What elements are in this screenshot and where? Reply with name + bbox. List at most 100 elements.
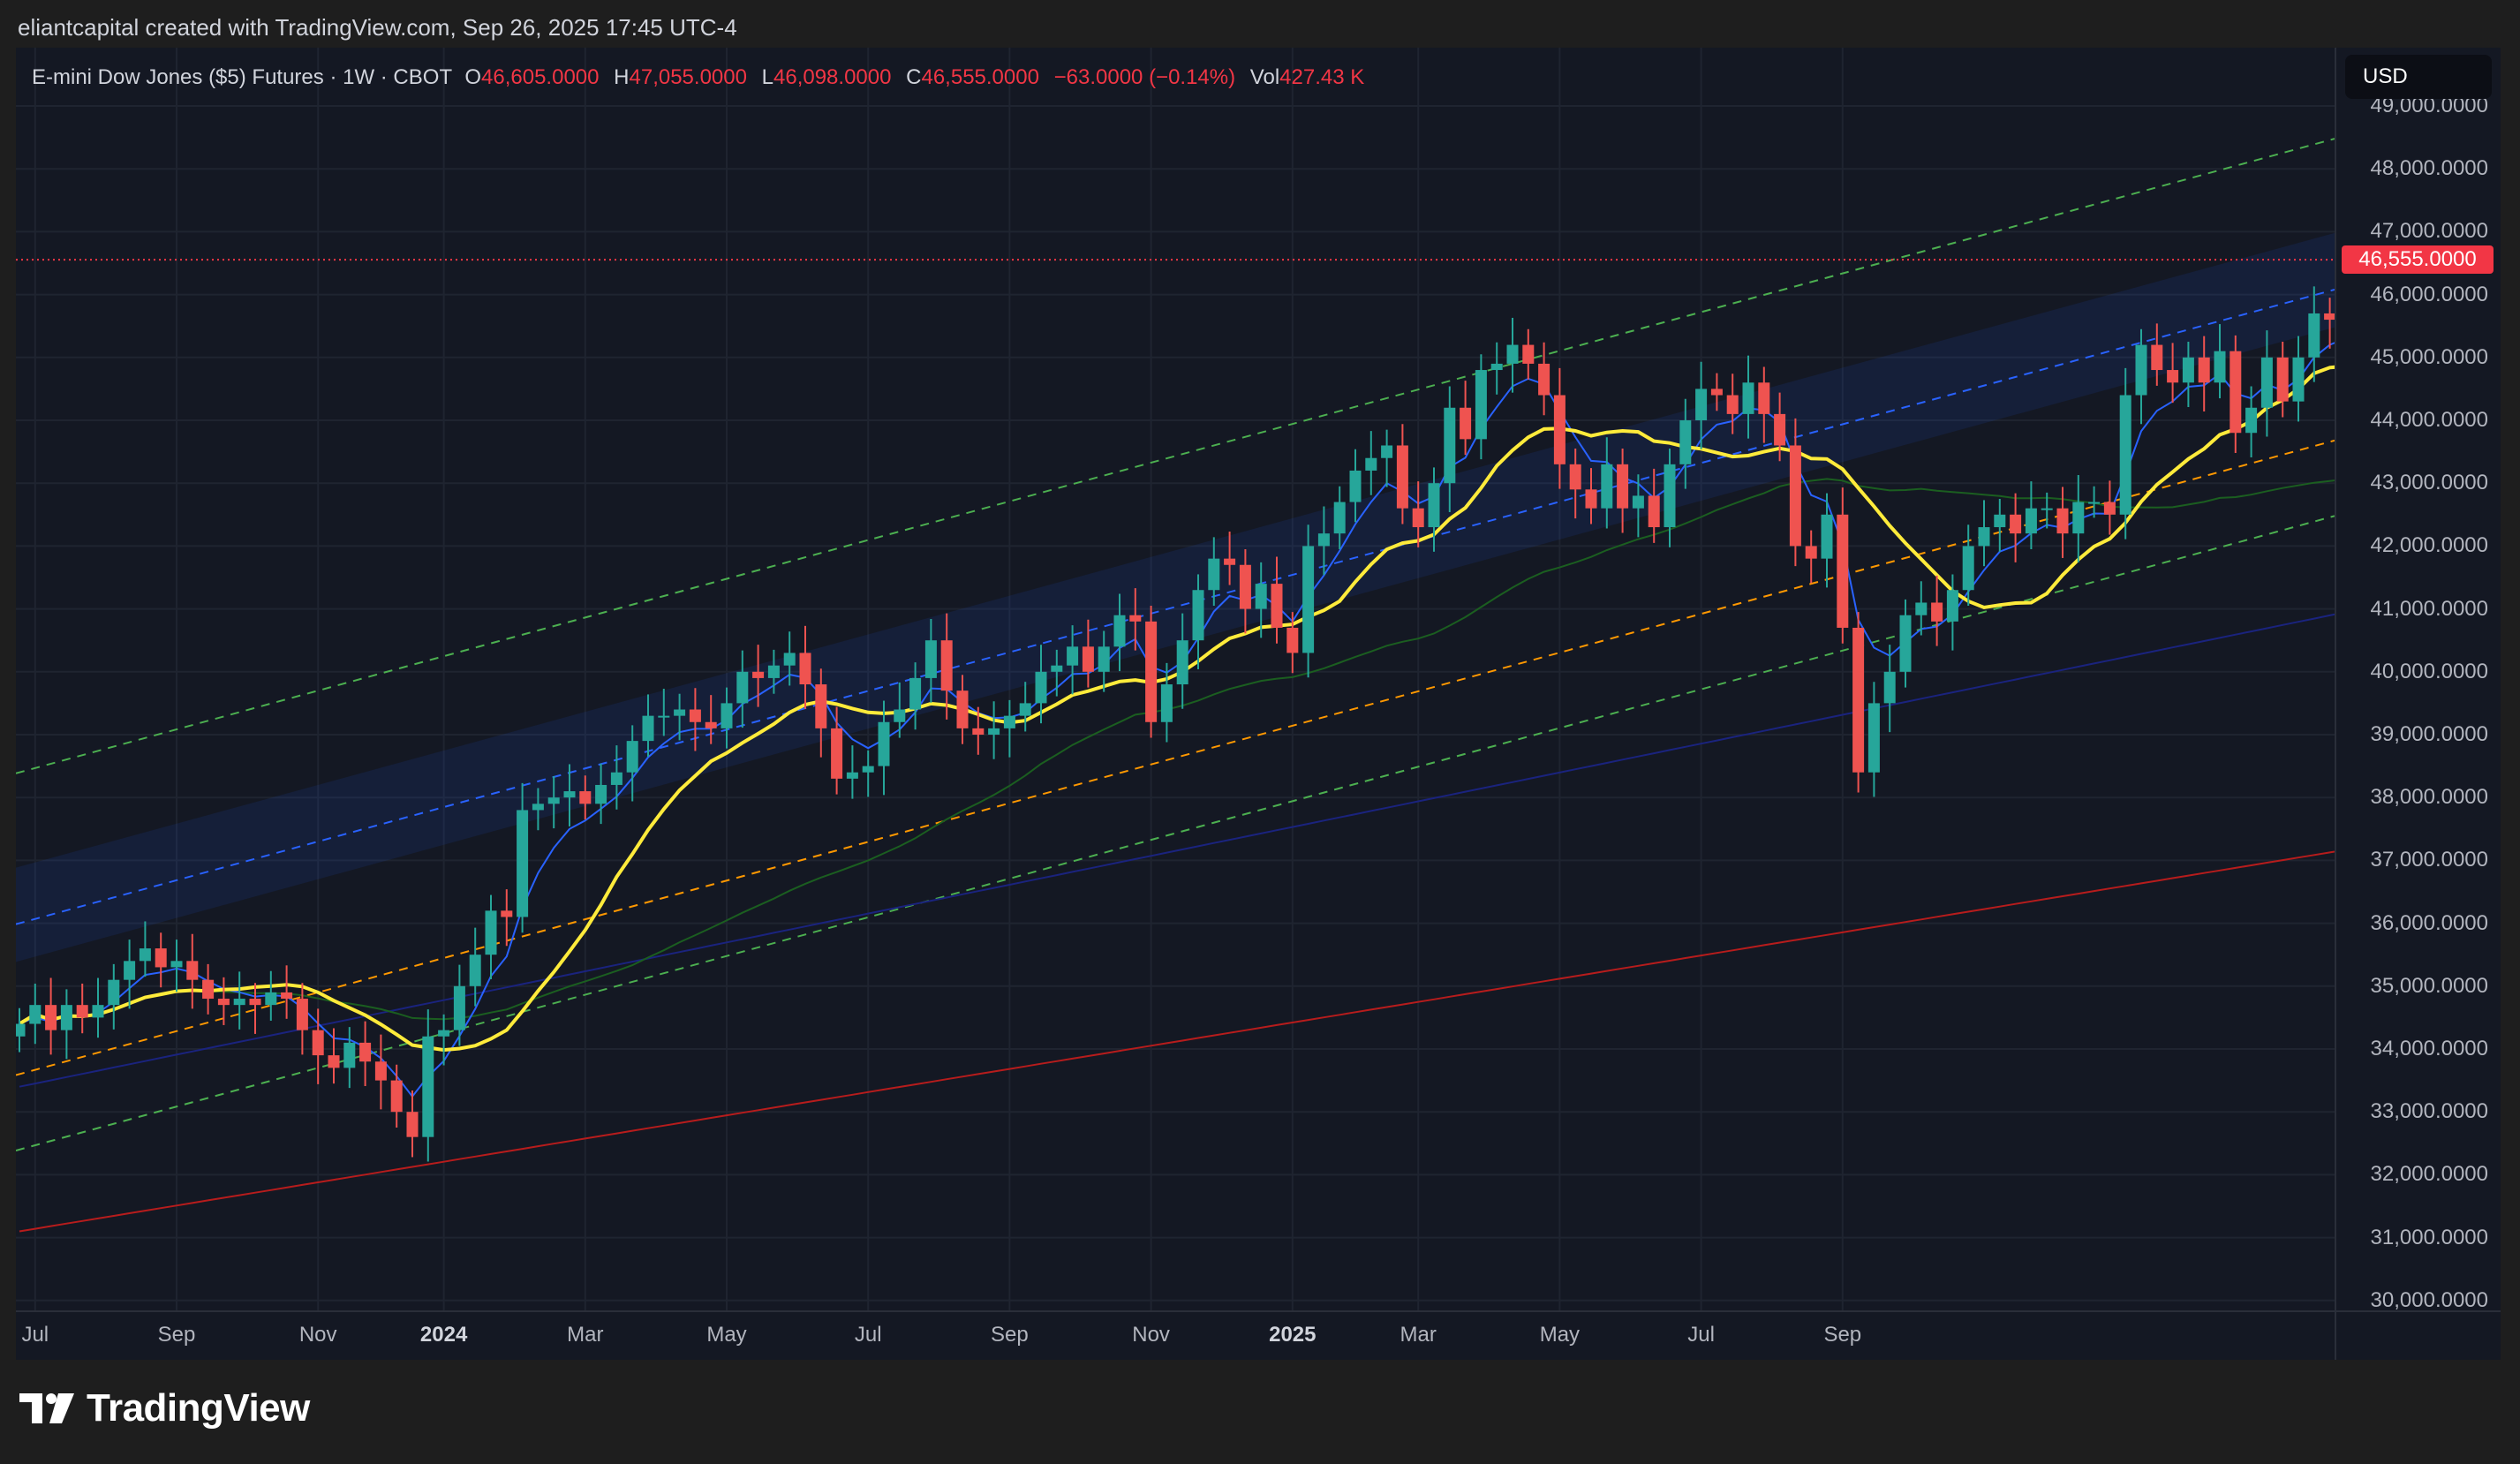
- candle-body: [642, 715, 654, 742]
- price-axis-label: 34,000.0000: [2370, 1037, 2488, 1060]
- candle-body: [501, 910, 513, 917]
- candle-body: [1774, 413, 1786, 446]
- time-axis-label: May: [1539, 1323, 1581, 1347]
- candle-body: [1632, 495, 1644, 509]
- candle-body: [2324, 313, 2335, 321]
- candle-body: [108, 979, 120, 1006]
- time-axis[interactable]: Jul Sep Nov 2024 Mar May Jul Sep Nov 2025 Mar May Ju…: [16, 1310, 2335, 1360]
- channel-outer-upper-line: [16, 138, 2335, 774]
- candle-body: [1789, 445, 1801, 547]
- time-axis-label: Sep: [157, 1323, 196, 1347]
- candle-body: [29, 1005, 41, 1024]
- candle-body: [1019, 703, 1031, 716]
- candle-body: [1569, 464, 1581, 490]
- candle-body: [1067, 646, 1079, 666]
- candle-body: [846, 772, 858, 779]
- candle-body: [924, 640, 937, 678]
- price-axis-label: 38,000.0000: [2370, 785, 2488, 810]
- candle-body: [1444, 407, 1456, 484]
- candle-body: [862, 766, 874, 773]
- candle-body: [517, 810, 529, 917]
- candle-body: [689, 709, 701, 722]
- price-axis-label: 30,000.0000: [2370, 1287, 2488, 1312]
- candle-body: [1145, 621, 1158, 722]
- candle-body: [186, 961, 199, 980]
- candle-body: [453, 985, 465, 1030]
- price-axis-label: 37,000.0000: [2370, 848, 2488, 872]
- candle-body: [1883, 671, 1896, 704]
- candle-body: [1333, 502, 1346, 534]
- channel-center-line: [16, 439, 2335, 1076]
- candle-body: [265, 992, 277, 1006]
- candle-body: [2308, 313, 2320, 358]
- chart-plot-area[interactable]: [16, 48, 2335, 1310]
- candle-body: [783, 653, 796, 666]
- candle-body: [422, 1036, 434, 1137]
- candle-body: [1192, 590, 1204, 641]
- open-label: O: [464, 65, 482, 89]
- price-axis-label: 32,000.0000: [2370, 1162, 2488, 1187]
- low-label: L: [761, 65, 773, 89]
- candle-body: [674, 709, 686, 716]
- candle-body: [170, 961, 183, 968]
- time-axis-label: Jul: [1687, 1323, 1715, 1347]
- candle-body: [563, 791, 576, 798]
- candle-body: [16, 1023, 26, 1037]
- price-axis-label: 36,000.0000: [2370, 910, 2488, 935]
- tradingview-logo-icon: [19, 1393, 74, 1423]
- candle-body: [2072, 502, 2085, 534]
- candle-body: [532, 804, 544, 811]
- candle-body: [2010, 514, 2022, 534]
- candle-body: [1035, 671, 1047, 704]
- currency-button[interactable]: USD: [2345, 55, 2492, 99]
- volume-value: 427.43 K: [1279, 65, 1365, 89]
- candle-body: [721, 703, 733, 728]
- candle-body: [1726, 395, 1739, 414]
- candle-body: [1821, 514, 1833, 559]
- candle-body: [1003, 715, 1015, 728]
- candle-body: [752, 671, 765, 678]
- candle-body: [894, 709, 906, 722]
- candle-body: [595, 784, 607, 804]
- candle-body: [2119, 395, 2131, 515]
- price-axis-label: 33,000.0000: [2370, 1099, 2488, 1124]
- candle-body: [139, 948, 151, 962]
- candle-body: [2135, 344, 2147, 396]
- candle-body: [878, 721, 890, 766]
- tradingview-logo: TradingView: [19, 1386, 310, 1430]
- time-axis-label: Nov: [1132, 1323, 1170, 1347]
- candle-body: [1224, 558, 1236, 565]
- candle-body: [1255, 584, 1267, 609]
- price-axis-label: 41,000.0000: [2370, 596, 2488, 621]
- candle-body: [1664, 464, 1676, 528]
- candle-body: [1271, 584, 1283, 628]
- ma-line-longest: [19, 850, 2335, 1233]
- price-axis[interactable]: 30,000.0000 31,000.0000 32,000.0000 33,000.…: [2335, 48, 2501, 1312]
- time-axis-label: Mar: [567, 1323, 604, 1347]
- candle-body: [956, 690, 969, 728]
- channel-upper-line: [16, 289, 2335, 925]
- candle-body: [343, 1042, 356, 1068]
- ohlc-legend: E-mini Dow Jones ($5) Futures · 1W · CBO…: [32, 65, 1364, 90]
- candle-body: [1349, 470, 1362, 502]
- candle-body: [359, 1042, 372, 1062]
- price-axis-label: 39,000.0000: [2370, 722, 2488, 746]
- time-axis-label: 2024: [419, 1323, 468, 1347]
- candle-body: [45, 1005, 57, 1030]
- low-value: 46,098.0000: [773, 65, 892, 89]
- candle-body: [2214, 351, 2226, 383]
- change-value: −63.0000 (−0.14%): [1053, 65, 1236, 89]
- candle-body: [249, 999, 261, 1006]
- high-value: 47,055.0000: [629, 65, 747, 89]
- candle-body: [1931, 602, 1943, 622]
- time-axis-label: Sep: [991, 1323, 1029, 1347]
- candle-body: [328, 1055, 340, 1068]
- volume-label: Vol: [1249, 65, 1280, 89]
- price-axis-label: 40,000.0000: [2370, 659, 2488, 683]
- candle-body: [296, 999, 308, 1030]
- candle-body: [1460, 407, 1472, 440]
- candle-body: [1239, 564, 1251, 609]
- close-value: 46,555.0000: [921, 65, 1039, 89]
- price-axis-label: 48,000.0000: [2370, 156, 2488, 181]
- candle-body: [2198, 357, 2210, 383]
